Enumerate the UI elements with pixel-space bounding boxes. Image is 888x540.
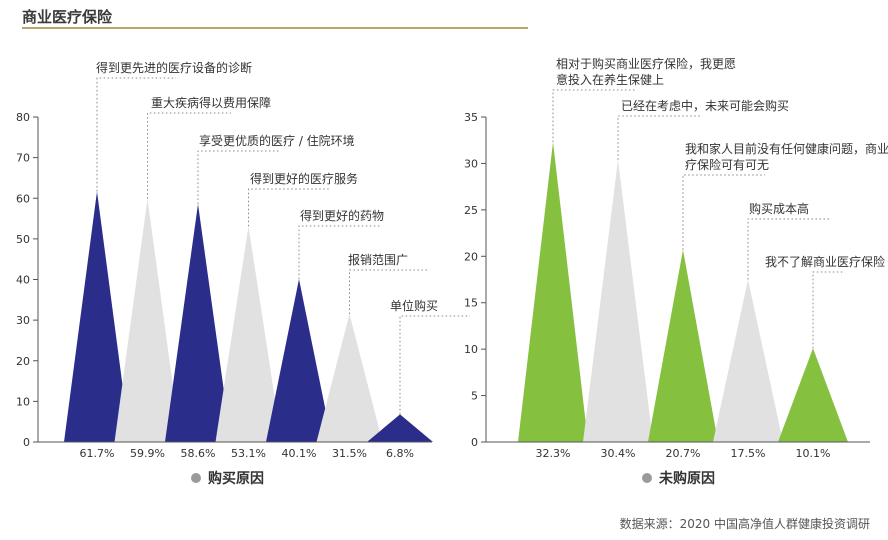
y-tick-label: 25 (464, 204, 478, 217)
y-tick-label: 30 (16, 314, 30, 327)
legend-dot (642, 473, 652, 483)
leader-line (812, 271, 845, 349)
y-tick-label: 60 (16, 192, 30, 205)
value-label: 53.1% (231, 447, 266, 460)
category-label: 我和家人目前没有任何健康问题，商业医疗保险可有可无 (685, 141, 888, 172)
category-label: 购买成本高 (749, 201, 809, 216)
category-label: 重大疾病得以费用保障 (151, 95, 271, 110)
category-label: 已经在考虑中，未来可能会购买 (621, 98, 789, 113)
y-tick-label: 15 (464, 297, 478, 310)
value-label: 30.4% (601, 447, 636, 460)
category-label: 得到更先进的医疗设备的诊断 (96, 60, 252, 75)
y-tick-label: 70 (16, 152, 30, 165)
bar-triangle (114, 198, 181, 442)
bar-triangle (518, 142, 588, 443)
leader-line (197, 150, 279, 204)
y-tick-label: 40 (16, 274, 30, 287)
leader-line (747, 218, 829, 280)
source-note: 数据来源：2020 中国高净值人群健康投资调研 (619, 517, 870, 531)
category-label: 相对于购买商业医疗保险，我更愿意投入在养生保健上 (556, 56, 736, 87)
bar-triangle (648, 249, 718, 442)
category-label: 得到更好的药物 (300, 208, 384, 223)
bar-triangle (316, 314, 383, 442)
y-tick-label: 80 (16, 111, 30, 124)
leader-line (248, 188, 330, 227)
legend-label: 购买原因 (208, 470, 264, 487)
category-label: 我不了解商业医疗保险 (765, 254, 885, 269)
value-label: 32.3% (536, 447, 571, 460)
leader-line (298, 225, 380, 280)
bar-triangle (165, 203, 231, 442)
y-tick-label: 50 (16, 233, 30, 246)
leader-line (399, 315, 470, 415)
bar-triangle (778, 348, 848, 442)
category-label: 得到更好的医疗服务 (250, 171, 358, 186)
bar-triangle (215, 226, 282, 442)
value-label: 17.5% (731, 447, 766, 460)
category-label: 享受更优质的医疗 / 住院环境 (199, 133, 355, 148)
leader-line (147, 112, 231, 199)
chart-1: 0 10 20 30 40 50 60 70 80 61.7% 59.9% 58.6% 53.1% 40.… (16, 60, 470, 487)
leader-line (552, 89, 636, 143)
value-label: 6.8% (386, 447, 414, 460)
value-label: 59.9% (130, 447, 165, 460)
value-label: 20.7% (666, 447, 701, 460)
bar-triangle (583, 159, 653, 442)
y-tick-label: 10 (16, 395, 30, 408)
category-label-line: 意投入在养生保健上 (556, 72, 664, 87)
chart-2: 0 5 10 15 20 25 30 35 32.3% 30.4% 20.7% 17.5% 10.1% 相… (464, 56, 888, 487)
bar-triangle (713, 279, 783, 442)
y-tick-label: 5 (471, 390, 478, 403)
legend-dot (191, 473, 201, 483)
category-label-line: 相对于购买商业医疗保险，我更愿 (556, 56, 736, 71)
value-label: 61.7% (80, 447, 115, 460)
bar-triangle (367, 414, 433, 442)
value-label: 10.1% (796, 447, 831, 460)
y-tick-label: 20 (16, 355, 30, 368)
page-title: 商业医疗保险 (22, 8, 113, 26)
category-label-line: 疗保险可有可无 (685, 157, 769, 172)
category-label: 报销范围广 (348, 252, 408, 267)
leader-line (349, 269, 428, 315)
y-tick-label: 10 (464, 343, 478, 356)
legend-label: 未购原因 (659, 470, 715, 487)
y-tick-label: 30 (464, 157, 478, 170)
value-label: 31.5% (332, 447, 367, 460)
leader-line (682, 174, 765, 250)
y-tick-label: 35 (464, 111, 478, 124)
value-label: 40.1% (282, 447, 317, 460)
bar-triangle (64, 191, 130, 442)
y-tick-label: 0 (23, 436, 30, 449)
bar-triangle (266, 279, 332, 442)
title-divider (22, 27, 528, 29)
y-tick-label: 20 (464, 250, 478, 263)
y-tick-label: 0 (471, 436, 478, 449)
category-label-line: 我和家人目前没有任何健康问题，商业医 (685, 141, 888, 156)
value-label: 58.6% (181, 447, 216, 460)
category-label: 单位购买 (390, 298, 438, 313)
leader-line (96, 77, 176, 192)
